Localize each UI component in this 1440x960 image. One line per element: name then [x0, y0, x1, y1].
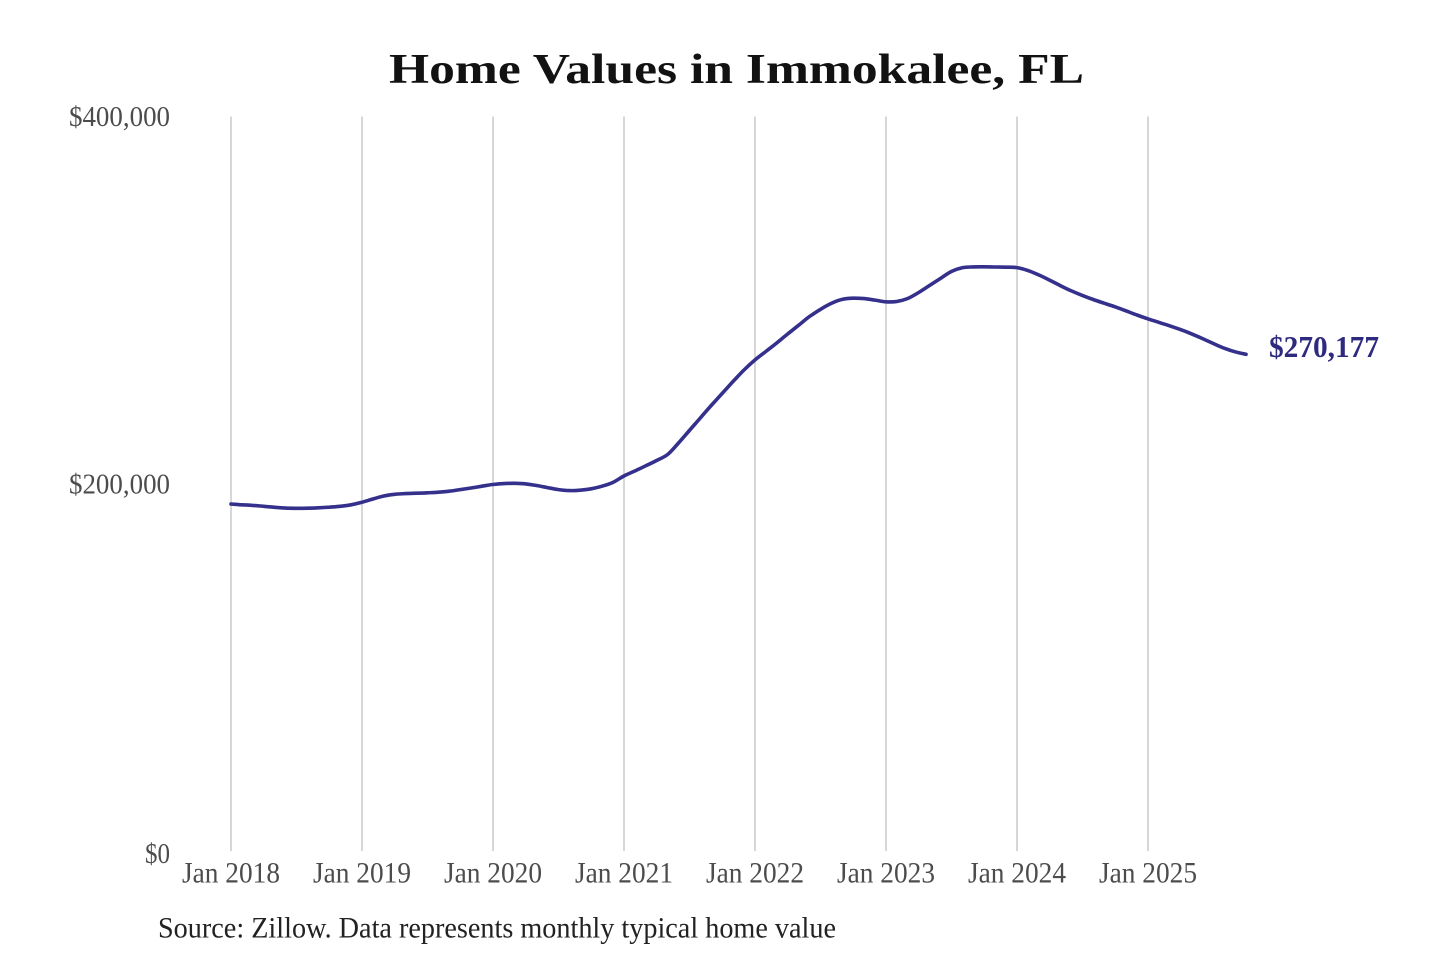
svg-text:Jan 2022: Jan 2022: [706, 857, 804, 890]
svg-text:$0: $0: [145, 838, 170, 870]
svg-text:Jan 2018: Jan 2018: [182, 857, 280, 890]
svg-text:Jan 2023: Jan 2023: [837, 857, 935, 890]
svg-text:$270,177: $270,177: [1269, 329, 1379, 364]
svg-text:Jan 2021: Jan 2021: [575, 857, 673, 890]
svg-text:Jan 2019: Jan 2019: [313, 857, 411, 890]
svg-text:Jan 2020: Jan 2020: [444, 857, 542, 890]
svg-text:Jan 2025: Jan 2025: [1099, 857, 1197, 890]
svg-text:Source: Zillow. Data represent: Source: Zillow. Data represents monthly …: [158, 912, 836, 945]
svg-text:Home Values in Immokalee, FL: Home Values in Immokalee, FL: [389, 47, 1084, 93]
svg-text:Jan 2024: Jan 2024: [968, 857, 1066, 890]
svg-text:$200,000: $200,000: [69, 469, 170, 501]
svg-text:$400,000: $400,000: [69, 101, 170, 133]
